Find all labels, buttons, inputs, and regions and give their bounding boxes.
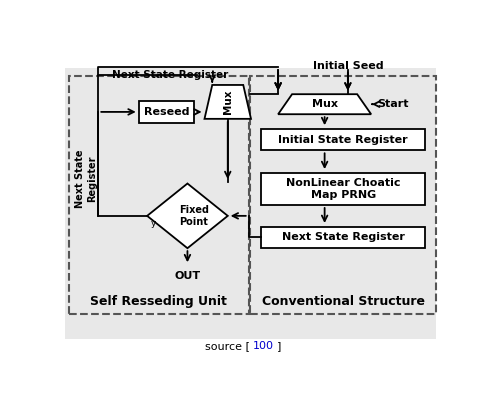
Bar bbox=[261, 227, 425, 248]
Bar bbox=[250, 76, 435, 314]
Text: Next State Register: Next State Register bbox=[111, 70, 227, 80]
Text: Point: Point bbox=[179, 217, 208, 227]
Text: Start: Start bbox=[377, 99, 408, 109]
Text: Initial State Register: Initial State Register bbox=[278, 135, 407, 145]
Text: Mux: Mux bbox=[311, 99, 337, 109]
Text: NonLinear Choatic: NonLinear Choatic bbox=[285, 178, 400, 188]
Text: source [: source [ bbox=[205, 341, 250, 351]
Bar bbox=[69, 76, 248, 314]
Text: Map PRNG: Map PRNG bbox=[310, 190, 375, 200]
Text: Next State
Register: Next State Register bbox=[75, 150, 97, 208]
Text: Initial Seed: Initial Seed bbox=[312, 61, 383, 71]
Text: ]: ] bbox=[276, 341, 281, 351]
Text: Reseed: Reseed bbox=[143, 107, 189, 117]
Bar bbox=[65, 68, 435, 339]
Polygon shape bbox=[147, 184, 227, 248]
Text: Self Resseding Unit: Self Resseding Unit bbox=[90, 295, 227, 308]
Text: Conventional Structure: Conventional Structure bbox=[261, 295, 424, 308]
Text: 100: 100 bbox=[252, 341, 273, 351]
Bar bbox=[261, 173, 425, 205]
Text: Next State Register: Next State Register bbox=[281, 232, 404, 242]
Bar bbox=[261, 129, 425, 150]
Bar bbox=[138, 101, 194, 123]
Polygon shape bbox=[278, 94, 370, 114]
Polygon shape bbox=[204, 85, 250, 119]
Text: y: y bbox=[150, 219, 156, 228]
Text: Fixed: Fixed bbox=[178, 205, 208, 215]
Text: Mux: Mux bbox=[223, 90, 232, 114]
Text: OUT: OUT bbox=[174, 271, 200, 281]
